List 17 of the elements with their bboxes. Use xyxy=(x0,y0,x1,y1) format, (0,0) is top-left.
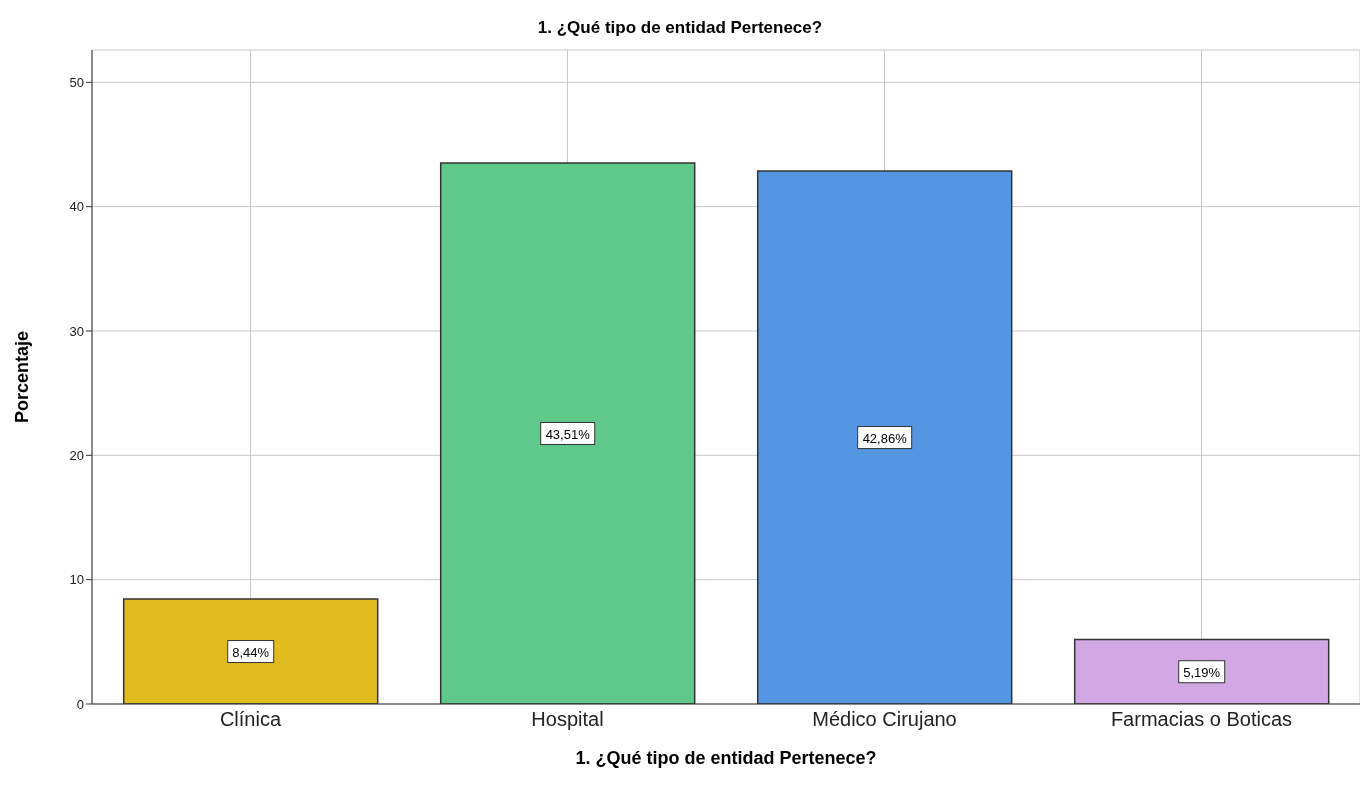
data-label: 5,19% xyxy=(1183,664,1221,680)
y-axis-title: Porcentaje xyxy=(12,330,33,424)
y-tick-label: 10 xyxy=(69,572,84,588)
y-tick-label: 30 xyxy=(69,323,84,339)
data-label: 43,51% xyxy=(545,426,591,442)
y-tick-label: 40 xyxy=(69,199,84,215)
x-tick-label: Hospital xyxy=(531,708,604,731)
chart-title: 1. ¿Qué tipo de entidad Pertenece? xyxy=(536,18,824,38)
y-tick-label: 0 xyxy=(76,696,84,712)
data-label: 42,86% xyxy=(862,430,908,446)
x-tick-label: Clínica xyxy=(219,708,282,731)
y-tick-label: 20 xyxy=(69,447,84,463)
y-tick-label: 50 xyxy=(69,74,84,90)
data-label: 8,44% xyxy=(232,644,270,660)
x-axis-title: 1. ¿Qué tipo de entidad Pertenece? xyxy=(575,748,877,768)
x-tick-label: Médico Cirujano xyxy=(812,708,957,731)
x-tick-label: Farmacias o Boticas xyxy=(1110,708,1293,731)
